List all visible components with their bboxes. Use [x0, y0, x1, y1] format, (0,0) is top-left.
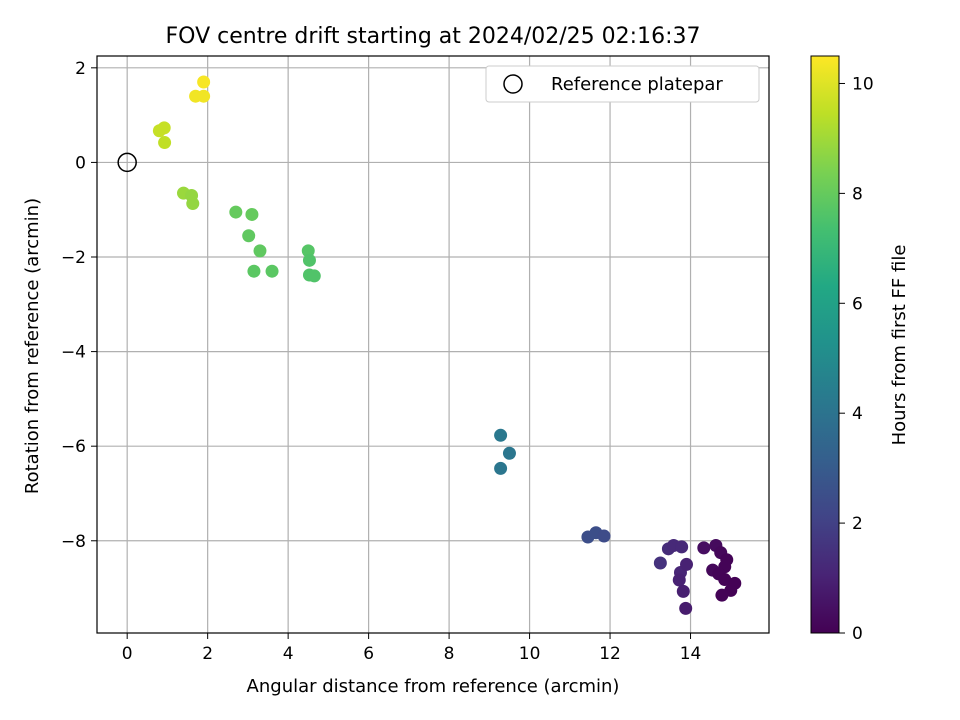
data-point	[247, 264, 261, 278]
y-axis-ticks: 2 0 −2 −4 −6 −8	[61, 59, 97, 552]
colorbar-tick-label: 10	[852, 74, 874, 94]
colorbar-tick-label: 2	[852, 514, 863, 534]
colorbar-gradient	[810, 55, 840, 634]
data-point	[229, 205, 243, 219]
plot-frame	[96, 55, 770, 634]
legend: Reference platepar	[485, 65, 760, 103]
y-tick-label: −2	[61, 248, 86, 268]
x-axis-label: Angular distance from reference (arcmin)	[247, 676, 620, 697]
data-point	[158, 136, 172, 150]
colorbar-tick-label: 4	[852, 404, 863, 424]
data-point	[653, 556, 667, 570]
colorbar-tick-label: 0	[852, 624, 863, 644]
x-tick-label: 8	[444, 644, 455, 664]
data-point	[301, 244, 315, 258]
data-point	[265, 264, 279, 278]
data-point	[672, 573, 686, 587]
data-point	[245, 207, 259, 221]
data-point	[307, 269, 321, 283]
x-tick-label: 2	[202, 644, 213, 664]
data-point	[197, 75, 211, 89]
data-point	[242, 229, 256, 243]
data-point	[494, 428, 508, 442]
data-point	[494, 461, 508, 475]
x-axis-ticks: 0 2 4 6 8 10 12 14	[122, 633, 702, 664]
colorbar-ticks: 0 2 4 6 8 10	[839, 74, 874, 644]
data-point	[302, 253, 316, 267]
y-axis-label: Rotation from reference (arcmin)	[22, 198, 43, 494]
x-tick-label: 6	[363, 644, 374, 664]
data-point	[680, 557, 694, 571]
y-tick-label: 0	[75, 153, 86, 173]
y-tick-label: 2	[75, 59, 86, 79]
data-point	[715, 588, 729, 602]
x-tick-label: 10	[519, 644, 541, 664]
data-point	[502, 446, 516, 460]
colorbar-tick-label: 8	[852, 184, 863, 204]
y-tick-label: −4	[61, 343, 86, 363]
data-point	[186, 197, 200, 211]
colorbar-tick-label: 6	[852, 294, 863, 314]
data-point	[197, 89, 211, 103]
x-tick-label: 0	[122, 644, 133, 664]
x-tick-label: 4	[283, 644, 294, 664]
data-points	[152, 75, 742, 615]
y-tick-label: −6	[61, 437, 86, 457]
data-point	[597, 529, 611, 543]
data-point	[676, 584, 690, 598]
x-tick-label: 14	[680, 644, 702, 664]
colorbar-label: Hours from first FF file	[889, 245, 910, 446]
y-tick-label: −8	[61, 532, 86, 552]
data-point	[157, 121, 171, 135]
data-point	[253, 244, 267, 258]
data-point	[718, 573, 732, 587]
legend-label: Reference platepar	[551, 74, 723, 95]
grid	[97, 56, 769, 633]
reference-platepar-marker	[117, 152, 137, 173]
chart-title: FOV centre drift starting at 2024/02/25 …	[166, 24, 701, 49]
legend-marker-icon	[503, 74, 523, 94]
data-point	[679, 601, 693, 615]
data-point	[675, 540, 689, 554]
data-point	[697, 541, 711, 555]
legend-box	[485, 65, 760, 103]
x-tick-label: 12	[599, 644, 621, 664]
colorbar: 0 2 4 6 8 10 Hours from first FF file	[810, 55, 910, 644]
